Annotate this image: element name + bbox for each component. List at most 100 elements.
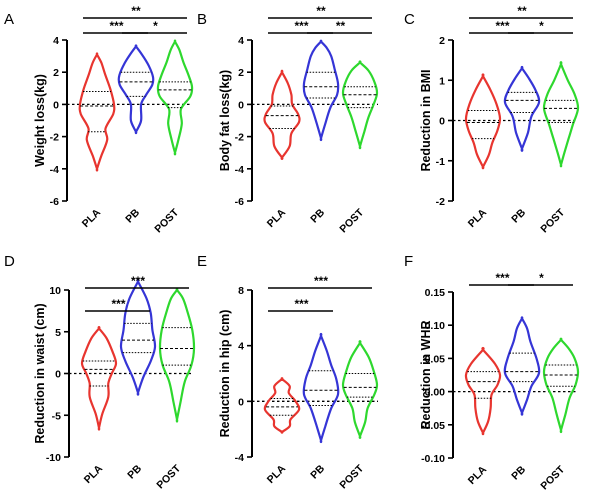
y-tick-label: -4: [235, 164, 244, 176]
x-tick-label: POST: [538, 463, 567, 492]
y-tick-label: 4: [238, 341, 244, 353]
y-tick-label: 0: [55, 369, 61, 381]
significance-label: ***: [495, 19, 509, 33]
y-tick-label: 4: [238, 35, 244, 47]
y-axis-label: Reduction in hip (cm): [218, 310, 232, 438]
panel-e: E -4 0 4 8 Reduction in hip (cm) PLA PB POST *** *…: [197, 253, 379, 491]
panel-letter: E: [197, 253, 207, 270]
significance-label: **: [131, 4, 141, 18]
violin-post: [542, 61, 580, 168]
x-tick-label: POST: [337, 206, 366, 235]
significance-label: **: [316, 4, 326, 18]
y-tick-label: -0.05: [421, 420, 445, 432]
x-tick-label: PB: [308, 206, 327, 225]
y-axis-label: Reduction in waist (cm): [33, 303, 47, 443]
significance-label: ***: [294, 19, 308, 33]
x-tick-label: PB: [509, 463, 528, 482]
violin-pb: [117, 44, 155, 135]
y-axis-label: Reduction in WHR: [419, 320, 433, 429]
y-tick-label: 2: [439, 35, 445, 47]
x-tick-label: PB: [308, 462, 327, 481]
x-tick-label: PB: [509, 206, 528, 225]
y-tick-label: 2: [238, 67, 244, 79]
panel-letter: A: [4, 11, 14, 28]
x-tick-label: POST: [538, 206, 567, 235]
y-tick-label: 0: [439, 116, 445, 128]
y-tick-label: 10: [49, 285, 61, 297]
x-tick-label: PLA: [466, 463, 490, 487]
y-tick-label: 0.00: [425, 387, 446, 399]
y-tick-label: -0.10: [421, 453, 445, 465]
significance-label: ***: [294, 297, 308, 311]
violin-pla: [80, 326, 118, 431]
panel-f: F -0.10 -0.05 0.00 0.05 0.10 0.15 Reduction in …: [404, 253, 580, 492]
x-tick-label: PLA: [82, 462, 106, 486]
violin-pb: [503, 316, 541, 416]
x-tick-label: PLA: [265, 462, 289, 486]
y-tick-label: -6: [235, 196, 244, 208]
violin-pla: [464, 73, 502, 170]
y-axis-label: Reduction in BMI: [419, 69, 433, 171]
y-tick-label: -2: [436, 196, 445, 208]
y-tick-label: 0.15: [425, 287, 446, 299]
y-axis-label: Weight loss(kg): [33, 74, 47, 167]
y-tick-label: 4: [53, 35, 59, 47]
violin-post: [341, 340, 379, 439]
violin-post: [542, 337, 580, 434]
x-tick-label: PB: [123, 206, 142, 225]
violin-post: [156, 39, 194, 156]
significance-label: ***: [314, 274, 328, 288]
violin-pla: [263, 377, 301, 434]
y-tick-label: -4: [235, 452, 244, 464]
y-tick-label: -4: [50, 164, 59, 176]
x-tick-label: PLA: [466, 206, 490, 230]
violin-pla: [263, 69, 301, 161]
significance-label: ***: [111, 297, 125, 311]
panel-letter: B: [197, 11, 207, 28]
panel-letter: D: [4, 253, 15, 270]
y-tick-label: 8: [238, 285, 244, 297]
y-tick-label: 1: [439, 75, 445, 87]
y-axis-label: Body fat loss(kg): [218, 70, 232, 171]
violin-pb: [503, 65, 541, 152]
significance-label: ***: [109, 19, 123, 33]
x-tick-label: PB: [125, 462, 144, 481]
significance-label: ***: [495, 271, 509, 285]
x-tick-label: PLA: [265, 206, 289, 230]
significance-label: **: [336, 19, 346, 33]
x-tick-label: POST: [152, 206, 181, 235]
y-tick-label: -2: [235, 132, 244, 144]
y-tick-label: -1: [436, 156, 445, 168]
x-tick-label: PLA: [80, 206, 104, 230]
x-tick-label: POST: [337, 462, 366, 491]
violin-pb: [119, 278, 157, 396]
violin-pb: [302, 332, 340, 444]
significance-label: *: [539, 19, 544, 33]
y-tick-label: -5: [52, 410, 61, 422]
x-tick-label: POST: [154, 462, 183, 491]
violin-post: [158, 287, 196, 423]
y-tick-label: 0.10: [425, 320, 446, 332]
violin-pla: [78, 52, 116, 172]
panel-letter: F: [404, 253, 413, 270]
y-tick-label: 0: [238, 99, 244, 111]
y-tick-label: -10: [46, 452, 61, 464]
violin-pb: [302, 39, 340, 142]
y-tick-label: -6: [50, 196, 59, 208]
y-tick-label: 0.05: [425, 353, 446, 365]
y-tick-label: -2: [50, 132, 59, 144]
y-tick-label: 0: [53, 99, 59, 111]
significance-label: *: [153, 19, 158, 33]
significance-label: ***: [131, 274, 145, 288]
y-tick-label: 5: [55, 327, 61, 339]
y-tick-label: 0: [238, 396, 244, 408]
y-tick-label: 2: [53, 67, 59, 79]
significance-label: **: [517, 4, 527, 18]
panel-letter: C: [404, 11, 415, 28]
significance-label: *: [539, 271, 544, 285]
